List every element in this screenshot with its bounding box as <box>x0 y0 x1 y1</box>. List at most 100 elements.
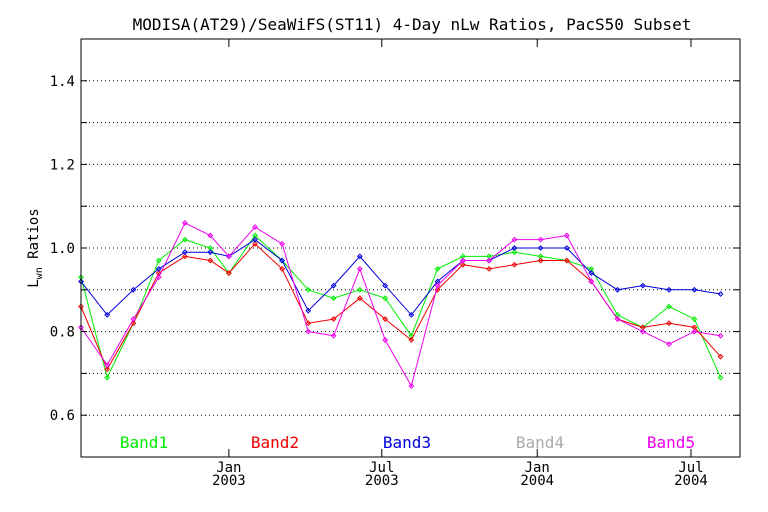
data-point <box>486 257 492 264</box>
data-point <box>382 282 389 289</box>
y-tick-label: 1.4 <box>50 74 75 90</box>
data-point <box>182 236 188 243</box>
y-tick-label: 1.2 <box>50 157 75 173</box>
data-point <box>563 245 570 251</box>
data-point <box>588 278 595 285</box>
data-point <box>639 328 646 335</box>
data-point <box>305 328 312 335</box>
data-point <box>459 261 466 268</box>
data-point <box>305 286 312 293</box>
legend: Band1 Band2 Band3 Band4 Band5 <box>120 433 695 452</box>
data-point <box>666 341 672 348</box>
data-point <box>537 245 544 251</box>
data-point <box>717 291 724 297</box>
data-point <box>104 374 111 381</box>
data-point <box>155 265 162 272</box>
data-point <box>691 328 698 335</box>
data-point <box>356 253 363 260</box>
data-point <box>252 224 258 231</box>
data-point <box>434 282 441 289</box>
legend-item-band3: Band3 <box>383 433 431 452</box>
data-point <box>434 286 441 293</box>
data-point <box>408 311 415 318</box>
data-point <box>305 307 312 314</box>
data-point <box>356 286 363 293</box>
data-point <box>691 316 698 322</box>
legend-item-band1: Band1 <box>120 433 168 452</box>
data-point <box>252 240 258 247</box>
plot-grid <box>81 80 740 416</box>
data-point <box>717 353 724 360</box>
data-point <box>104 366 111 373</box>
chart-title: MODISA(AT29)/SeaWiFS(ST11) 4-Day nLw Rat… <box>133 15 692 34</box>
data-point <box>130 286 137 293</box>
legend-item-band5: Band5 <box>647 433 695 452</box>
data-point <box>356 295 363 302</box>
data-point <box>666 303 672 310</box>
x-tick-label-month: Jul <box>678 460 703 476</box>
series-line-band1 <box>80 234 722 380</box>
data-point <box>486 265 492 272</box>
legend-item-band2: Band2 <box>251 433 299 452</box>
data-point <box>408 337 415 343</box>
data-point <box>225 270 232 276</box>
data-point <box>408 383 415 389</box>
series-line-band3 <box>80 238 721 316</box>
data-point <box>104 311 111 318</box>
data-point <box>382 316 389 322</box>
y-tick-label: 0.8 <box>50 325 75 341</box>
data-point <box>511 236 518 243</box>
data-point <box>225 253 232 260</box>
data-point <box>279 257 285 264</box>
data-point <box>666 320 672 327</box>
y-axis-label: Lwn Ratios <box>26 208 45 288</box>
data-point <box>207 232 214 239</box>
series-line-band2 <box>80 243 721 371</box>
series-lines <box>78 220 724 389</box>
y-tick-label: 1.0 <box>50 241 75 257</box>
data-point <box>717 332 724 339</box>
x-tick-label-month: Jul <box>369 460 394 476</box>
data-point <box>511 261 518 268</box>
data-point <box>382 337 389 343</box>
data-point <box>155 257 162 264</box>
data-point <box>382 295 389 302</box>
data-point <box>305 320 312 327</box>
data-point <box>356 265 363 272</box>
data-point <box>537 257 544 264</box>
data-point <box>130 316 137 322</box>
data-point <box>279 240 285 247</box>
x-tick-label-month: Jan <box>216 460 241 476</box>
data-point <box>563 232 570 239</box>
data-point <box>330 282 337 289</box>
data-point <box>207 249 214 256</box>
data-point <box>511 245 518 251</box>
data-point <box>104 362 111 368</box>
x-tick-label-year: 2004 <box>674 473 708 489</box>
data-point <box>330 332 337 339</box>
data-point <box>207 257 214 264</box>
data-point <box>614 316 621 322</box>
data-point <box>537 236 544 243</box>
data-point <box>639 282 646 289</box>
series-line-band5 <box>80 222 721 388</box>
y-axis-label-rest: Ratios <box>26 208 42 267</box>
data-point <box>182 220 188 226</box>
data-point <box>182 249 188 256</box>
data-point <box>279 265 285 272</box>
legend-item-band4: Band4 <box>516 433 564 452</box>
y-axis-label-sub: wn <box>34 267 45 279</box>
x-tick-label-year: 2003 <box>212 473 246 489</box>
data-point <box>666 286 672 293</box>
data-point <box>434 265 441 272</box>
data-point <box>511 249 518 256</box>
data-point <box>252 236 258 243</box>
data-point <box>330 316 337 322</box>
x-tick-label-month: Jan <box>525 460 550 476</box>
data-point <box>330 295 337 302</box>
data-point <box>459 257 466 264</box>
data-point <box>691 286 698 293</box>
data-point <box>717 374 724 381</box>
